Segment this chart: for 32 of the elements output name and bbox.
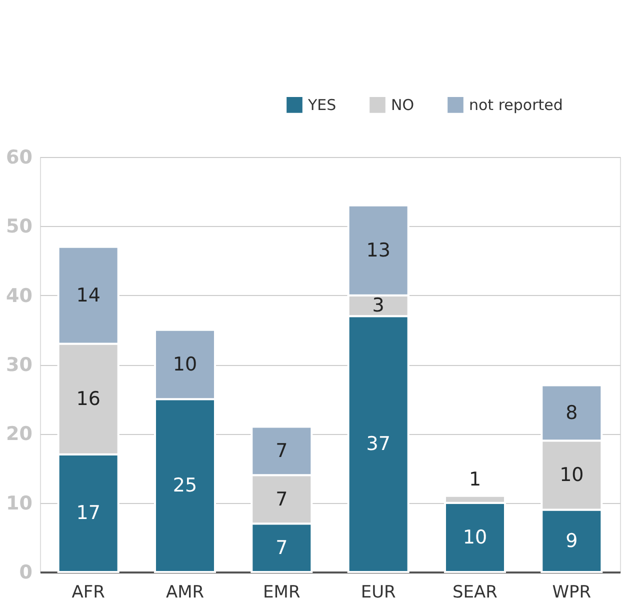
y-tick-label: 20: [6, 423, 32, 446]
data-label: 1: [468, 468, 482, 491]
data-label: 17: [76, 502, 100, 524]
y-tick-label: 50: [6, 216, 32, 238]
data-label: 10: [462, 526, 488, 548]
x-tick-label: AFR: [72, 582, 106, 602]
data-label: 14: [76, 284, 100, 306]
data-label: 7: [276, 440, 288, 462]
data-label: 9: [566, 530, 578, 552]
data-label: 3: [372, 294, 384, 317]
y-tick-label: 30: [6, 354, 32, 376]
data-label: 10: [560, 464, 584, 486]
data-label: 13: [366, 239, 390, 262]
x-tick-label: SEAR: [452, 582, 498, 602]
legend-label: YES: [307, 96, 336, 114]
data-label: 7: [276, 488, 288, 510]
y-tick-label: 0: [19, 562, 32, 584]
x-tick-label: EUR: [360, 582, 396, 602]
y-tick-label: 10: [6, 492, 32, 514]
data-label: 8: [566, 402, 578, 424]
data-label: 10: [172, 354, 198, 376]
y-tick-label: 40: [6, 284, 32, 307]
legend-label: NO: [391, 96, 414, 114]
data-label: 25: [172, 474, 198, 497]
x-tick-label: AMR: [166, 582, 204, 602]
y-tick-label: 60: [6, 146, 32, 168]
data-label: 16: [76, 388, 100, 410]
data-label: 37: [366, 433, 390, 456]
x-tick-label: EMR: [263, 582, 300, 602]
legend-label: not reported: [469, 96, 563, 114]
data-label: 7: [276, 536, 288, 559]
x-tick-label: WPR: [552, 582, 592, 602]
